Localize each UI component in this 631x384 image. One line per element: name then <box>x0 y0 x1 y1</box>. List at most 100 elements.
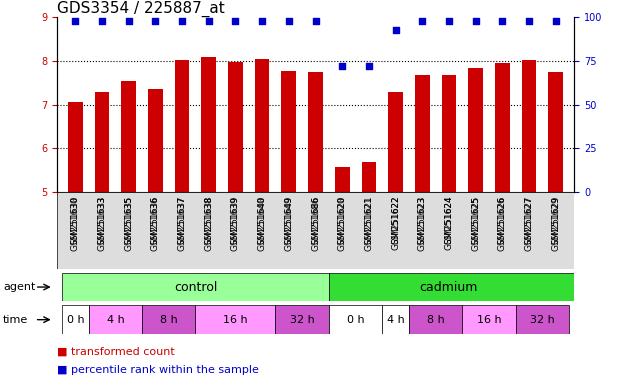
Text: GSM251626: GSM251626 <box>498 196 507 251</box>
Point <box>310 18 321 24</box>
Bar <box>388 91 403 192</box>
Text: GSM251625: GSM251625 <box>471 196 480 251</box>
Point <box>257 18 267 24</box>
Text: GSM251633: GSM251633 <box>98 196 107 244</box>
Bar <box>335 167 350 192</box>
Point <box>524 18 534 24</box>
Text: 4 h: 4 h <box>107 314 124 325</box>
Bar <box>255 59 269 192</box>
Text: GSM251630: GSM251630 <box>71 196 80 251</box>
Text: GSM251621: GSM251621 <box>364 196 374 244</box>
Text: GSM251635: GSM251635 <box>124 196 133 251</box>
Text: 0 h: 0 h <box>67 314 85 325</box>
Bar <box>122 81 136 192</box>
Text: GSM251629: GSM251629 <box>551 196 560 244</box>
Text: cadmium: cadmium <box>420 281 478 293</box>
Bar <box>148 89 163 192</box>
Text: 32 h: 32 h <box>290 314 314 325</box>
Bar <box>382 305 409 334</box>
Bar <box>62 273 329 301</box>
Bar <box>329 273 574 301</box>
Text: GSM251620: GSM251620 <box>338 196 346 251</box>
Bar <box>329 305 382 334</box>
Bar <box>89 305 142 334</box>
Text: GSM251629: GSM251629 <box>551 196 560 251</box>
Bar <box>468 68 483 192</box>
Bar <box>409 305 462 334</box>
Bar <box>95 91 109 192</box>
Text: control: control <box>174 281 217 293</box>
Text: GSM251686: GSM251686 <box>311 196 320 251</box>
Bar <box>548 72 563 192</box>
Point <box>444 18 454 24</box>
Bar <box>62 305 89 334</box>
Text: GSM251621: GSM251621 <box>364 196 374 251</box>
Bar <box>201 58 216 192</box>
Bar <box>308 72 323 192</box>
Text: GSM251639: GSM251639 <box>231 196 240 251</box>
Text: ■ transformed count: ■ transformed count <box>57 346 175 356</box>
Bar <box>442 75 456 192</box>
Text: GSM251633: GSM251633 <box>98 196 107 251</box>
Point <box>150 18 160 24</box>
Point <box>391 26 401 33</box>
Text: GSM251636: GSM251636 <box>151 196 160 244</box>
Text: ■ percentile rank within the sample: ■ percentile rank within the sample <box>57 365 259 375</box>
Bar <box>522 60 536 192</box>
Text: GSM251627: GSM251627 <box>524 196 533 244</box>
Bar <box>462 305 516 334</box>
Bar <box>196 305 276 334</box>
Bar <box>142 305 196 334</box>
Text: GSM251627: GSM251627 <box>524 196 533 251</box>
Point <box>71 18 81 24</box>
Text: 8 h: 8 h <box>427 314 444 325</box>
Point <box>204 18 214 24</box>
Text: GSM251625: GSM251625 <box>471 196 480 244</box>
Text: GSM251622: GSM251622 <box>391 196 400 250</box>
Text: GSM251649: GSM251649 <box>285 196 293 251</box>
Point <box>364 63 374 69</box>
Text: GSM251622: GSM251622 <box>391 196 400 244</box>
Point <box>337 63 347 69</box>
Point <box>177 18 187 24</box>
Bar <box>415 75 430 192</box>
Text: 16 h: 16 h <box>476 314 501 325</box>
Bar <box>228 62 243 192</box>
Bar <box>362 162 376 192</box>
Point <box>124 18 134 24</box>
Point <box>97 18 107 24</box>
Bar <box>276 305 329 334</box>
Bar <box>281 71 296 192</box>
Text: GSM251623: GSM251623 <box>418 196 427 244</box>
Text: GSM251637: GSM251637 <box>178 196 187 244</box>
Point <box>550 18 560 24</box>
Text: GSM251636: GSM251636 <box>151 196 160 251</box>
Point <box>230 18 240 24</box>
Bar <box>175 60 189 192</box>
Text: GDS3354 / 225887_at: GDS3354 / 225887_at <box>57 1 225 17</box>
Bar <box>68 103 83 192</box>
Text: GSM251640: GSM251640 <box>257 196 267 244</box>
Text: GSM251630: GSM251630 <box>71 196 80 244</box>
Text: time: time <box>3 314 28 325</box>
Text: GSM251623: GSM251623 <box>418 196 427 251</box>
Bar <box>495 63 510 192</box>
Text: GSM251649: GSM251649 <box>285 196 293 244</box>
Text: GSM251637: GSM251637 <box>178 196 187 251</box>
Text: GSM251639: GSM251639 <box>231 196 240 244</box>
Point <box>284 18 294 24</box>
Text: GSM251620: GSM251620 <box>338 196 346 244</box>
Text: 32 h: 32 h <box>530 314 555 325</box>
Text: GSM251626: GSM251626 <box>498 196 507 244</box>
Text: GSM251624: GSM251624 <box>444 196 453 244</box>
Point <box>471 18 481 24</box>
Text: 4 h: 4 h <box>387 314 404 325</box>
Text: GSM251640: GSM251640 <box>257 196 267 251</box>
Point <box>497 18 507 24</box>
Text: GSM251638: GSM251638 <box>204 196 213 244</box>
Text: 0 h: 0 h <box>346 314 364 325</box>
Text: 16 h: 16 h <box>223 314 248 325</box>
Text: GSM251686: GSM251686 <box>311 196 320 244</box>
Bar <box>516 305 569 334</box>
Text: 8 h: 8 h <box>160 314 178 325</box>
